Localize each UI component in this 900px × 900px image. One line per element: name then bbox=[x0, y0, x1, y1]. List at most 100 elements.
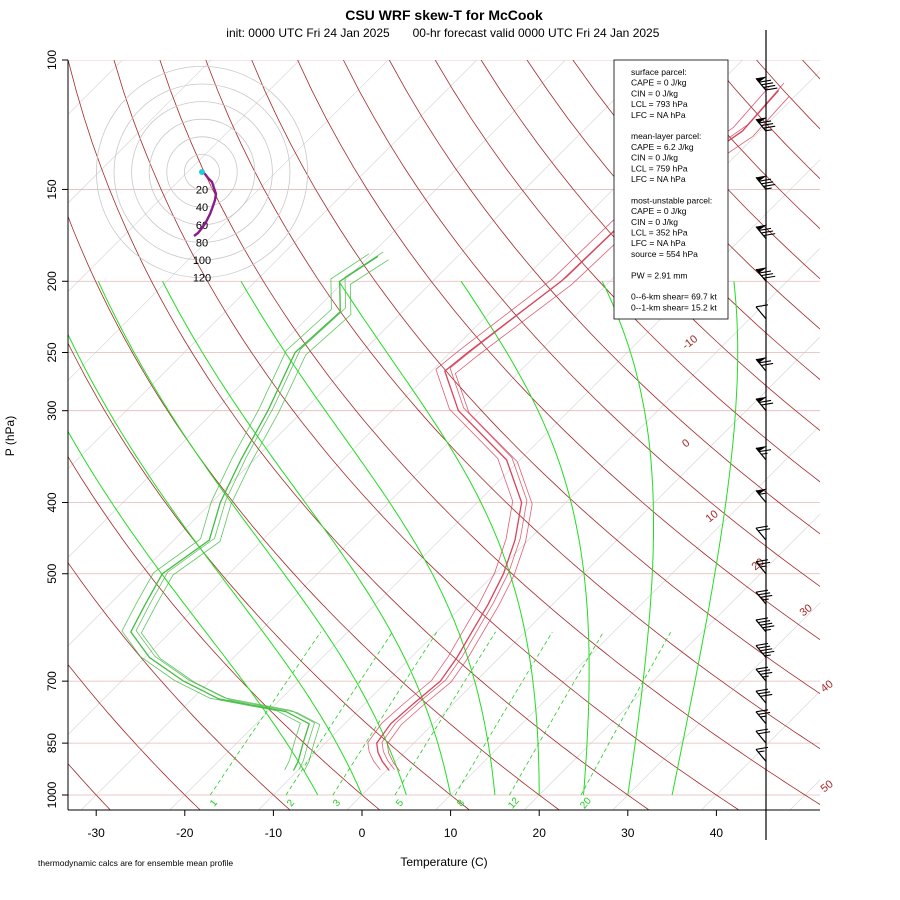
wind-barb-half bbox=[758, 492, 766, 495]
dry-adiabat bbox=[68, 215, 560, 810]
stats-line: LFC = NA hPa bbox=[631, 110, 686, 120]
wind-barb-full bbox=[755, 525, 769, 529]
temperature-trace bbox=[386, 95, 790, 772]
x-tick-label: -10 bbox=[265, 826, 283, 840]
wind-barb-shaft bbox=[755, 711, 767, 725]
dry-adiabat bbox=[848, 60, 900, 811]
stats-line: source = 554 hPa bbox=[631, 249, 698, 259]
dry-adiabat bbox=[480, 60, 820, 432]
moist-adiabat bbox=[338, 281, 540, 795]
x-tick-label: -20 bbox=[176, 826, 194, 840]
wind-barb-half bbox=[762, 675, 769, 678]
wind-barb-full bbox=[758, 620, 771, 624]
wind-barb bbox=[755, 175, 776, 190]
wind-barb-flag bbox=[756, 445, 768, 452]
isotherm-line bbox=[612, 602, 820, 810]
x-axis-label: Temperature (C) bbox=[400, 855, 487, 869]
wind-barb-full bbox=[755, 746, 769, 750]
isotherm-line bbox=[435, 425, 820, 810]
wind-barb bbox=[755, 357, 774, 372]
x-tick-label: 40 bbox=[710, 826, 724, 840]
wind-barb bbox=[755, 709, 771, 725]
wind-barb-flag bbox=[756, 175, 768, 182]
stats-line: PW = 2.91 mm bbox=[631, 270, 687, 280]
isotherm-label: 50 bbox=[819, 778, 836, 795]
moist-adiabat bbox=[601, 281, 654, 796]
mixing-ratio-label: 5 bbox=[394, 797, 406, 809]
isotherm-line bbox=[789, 779, 820, 810]
stats-line: 0--6-km shear= 69.7 kt bbox=[631, 292, 717, 302]
wind-barb-full bbox=[758, 669, 771, 673]
wind-barb bbox=[755, 525, 771, 541]
wind-barb-full bbox=[761, 362, 774, 367]
isotherm-line bbox=[68, 60, 566, 558]
mixing-ratio-line bbox=[332, 631, 438, 796]
stats-line: 0--1-km shear= 15.2 kt bbox=[631, 302, 717, 312]
isotherm-label: -10 bbox=[680, 333, 700, 352]
sounding-profiles bbox=[121, 82, 790, 772]
isotherm-line bbox=[878, 60, 900, 811]
wind-barb bbox=[755, 666, 773, 682]
hodograph-ring-label: 20 bbox=[196, 185, 208, 197]
mixing-ratio-label: 2 bbox=[285, 797, 297, 809]
footnote: thermodynamic calcs are for ensemble mea… bbox=[38, 858, 233, 868]
moist-adiabat bbox=[68, 430, 319, 796]
wind-barb bbox=[755, 642, 775, 658]
dry-adiabat bbox=[251, 60, 820, 695]
mixing-ratio-label: 3 bbox=[331, 797, 343, 809]
wind-barb-half bbox=[761, 452, 768, 455]
wind-barb-full bbox=[763, 275, 776, 279]
background-lines bbox=[68, 60, 900, 811]
stats-line: LCL = 759 hPa bbox=[631, 163, 688, 173]
wind-barb-full bbox=[758, 731, 771, 735]
wind-barb-full bbox=[755, 304, 769, 308]
x-axis-ticks: -30 -20 -10 0 10 20 30 40 bbox=[88, 810, 724, 840]
y-axis-ticks: 100 150 200 250 300 400 500 700 850 1000 bbox=[45, 50, 68, 808]
isotherm-line bbox=[68, 60, 389, 381]
wind-barb-flag bbox=[756, 76, 768, 83]
wind-barb-full bbox=[755, 688, 769, 692]
hodograph-ring bbox=[113, 83, 291, 261]
dry-adiabat bbox=[297, 60, 820, 641]
wind-barb-full bbox=[758, 79, 772, 83]
wind-barb bbox=[755, 746, 769, 762]
x-tick-label: 30 bbox=[621, 826, 635, 840]
chart-subtitle-init: init: 0000 UTC Fri 24 Jan 2025 bbox=[226, 26, 390, 40]
y-tick-label: 200 bbox=[45, 271, 59, 291]
wind-barb-full bbox=[763, 125, 776, 129]
wind-barb-full bbox=[755, 589, 769, 593]
wind-barb-full bbox=[763, 183, 776, 187]
wind-barb-shaft bbox=[755, 527, 767, 541]
chart-subtitle-valid: 00-hr forecast valid 0000 UTC Fri 24 Jan… bbox=[413, 26, 660, 40]
isotherm-line bbox=[68, 60, 655, 647]
wind-barb-full bbox=[755, 728, 769, 732]
dry-adiabat bbox=[756, 60, 820, 130]
dry-adiabat bbox=[159, 60, 820, 805]
wind-barb bbox=[755, 304, 769, 320]
wind-barb-full bbox=[761, 402, 774, 406]
wind-barb-shaft bbox=[755, 668, 767, 682]
dewpoint-trace bbox=[121, 253, 370, 771]
dry-adiabat bbox=[68, 562, 291, 810]
stats-line: CAPE = 0 J/kg bbox=[631, 78, 687, 88]
wind-barb bbox=[755, 589, 773, 605]
mixing-ratio-line bbox=[285, 631, 393, 796]
wind-barb-full bbox=[758, 120, 772, 124]
wind-barb-half bbox=[765, 129, 772, 132]
wind-barb-half bbox=[760, 715, 767, 718]
wind-barb-flag bbox=[756, 224, 768, 231]
wind-barb-full bbox=[755, 642, 769, 647]
x-tick-label: 10 bbox=[444, 826, 458, 840]
x-tick-label: 20 bbox=[533, 826, 547, 840]
wind-barb-shaft bbox=[755, 591, 767, 605]
moist-adiabat bbox=[97, 281, 407, 796]
isotherm-line bbox=[257, 247, 820, 810]
moist-adiabat bbox=[460, 281, 590, 796]
wind-barb-full bbox=[761, 181, 774, 185]
dry-adiabat bbox=[68, 455, 381, 810]
stats-line: CIN = 0 J/kg bbox=[631, 88, 678, 98]
stats-line: CAPE = 0 J/kg bbox=[631, 206, 687, 216]
wind-barb-full bbox=[765, 87, 778, 91]
wind-barb-shaft bbox=[755, 748, 767, 762]
